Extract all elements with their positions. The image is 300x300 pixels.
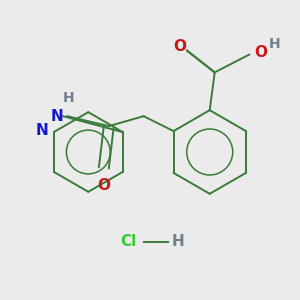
Text: H: H (63, 91, 75, 105)
Text: Cl: Cl (120, 234, 136, 249)
Text: N: N (35, 123, 48, 138)
Text: O: O (97, 178, 110, 193)
Text: O: O (254, 45, 268, 60)
Text: H: H (172, 234, 184, 249)
Text: H: H (268, 38, 280, 52)
Text: N: N (50, 109, 63, 124)
Text: O: O (173, 39, 186, 54)
